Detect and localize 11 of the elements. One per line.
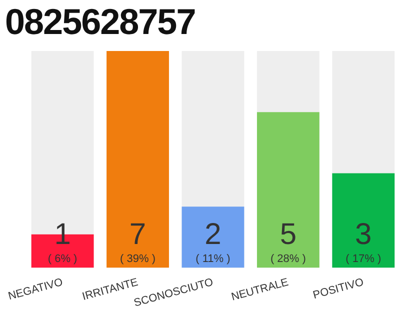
- data-label: ( 11% ): [196, 252, 230, 265]
- bar: [182, 206, 244, 268]
- annotation: 7: [129, 218, 146, 251]
- annotation: 5: [280, 218, 297, 251]
- chart-title: 0825628757: [5, 0, 196, 44]
- data-label: ( 17% ): [346, 252, 382, 265]
- annotation: 3: [355, 218, 372, 251]
- data-label: ( 39% ): [120, 252, 156, 265]
- annotation: 2: [204, 218, 222, 251]
- data-label: ( 6% ): [48, 252, 78, 265]
- data-label: ( 28% ): [270, 252, 306, 265]
